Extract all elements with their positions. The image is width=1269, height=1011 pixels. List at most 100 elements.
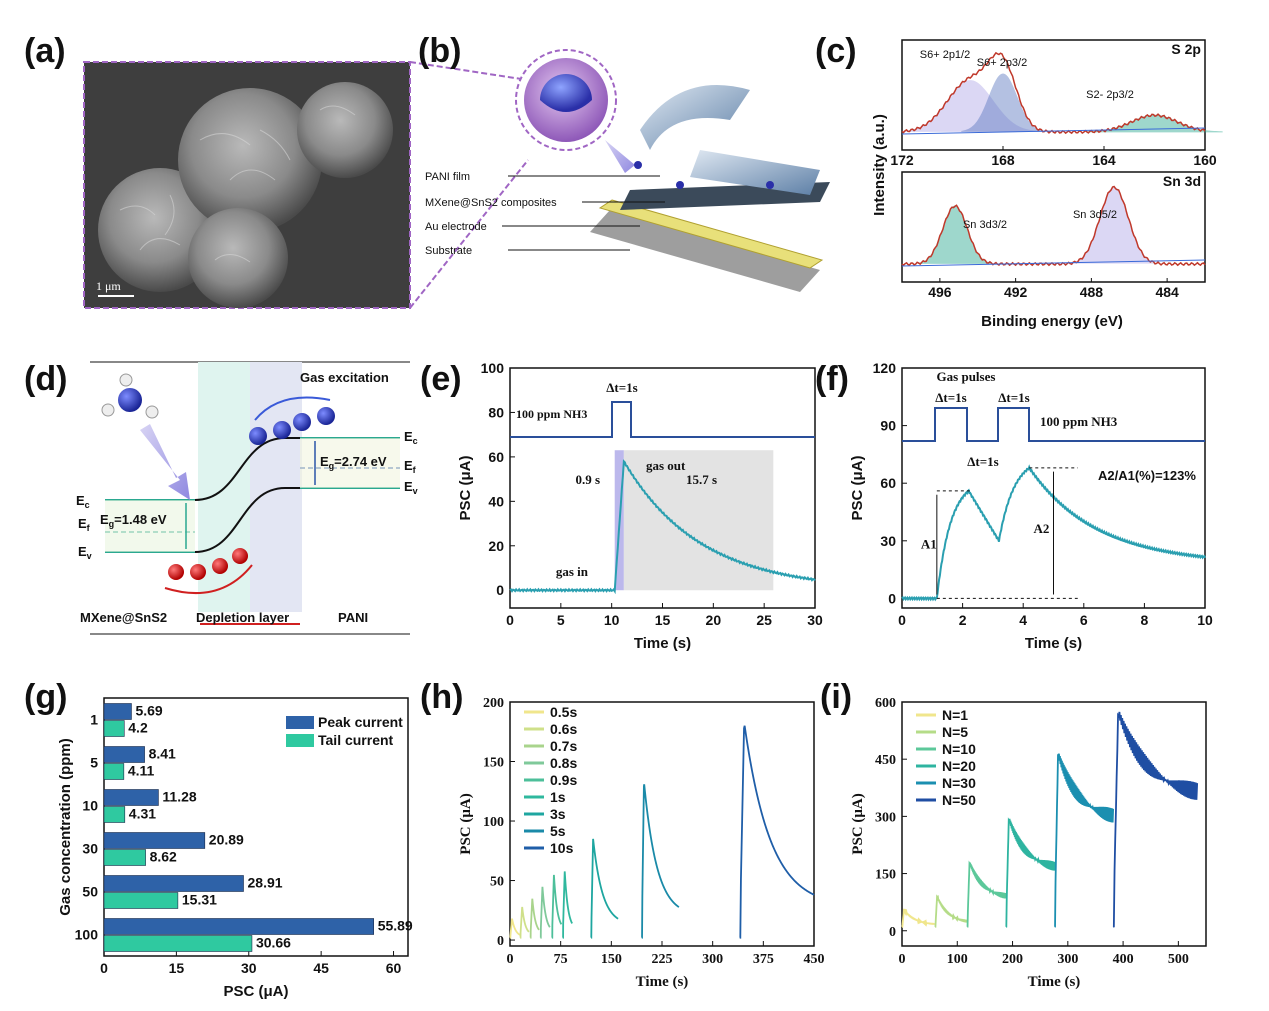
x-tick-label: 200 [1002,952,1023,967]
legend-label: N=5 [942,724,968,740]
envelope-line [901,51,1206,135]
response-trace [934,894,969,928]
y-tick-label: 30 [82,841,98,857]
electrons [249,407,335,445]
y-tick-label: 60 [880,475,896,491]
x-tick-label: 20 [706,612,722,628]
plot-frame [901,39,1206,151]
legend-label: 0.8s [550,755,577,771]
bar-value-label: 55.89 [378,918,413,934]
legend-label: N=20 [942,758,976,774]
panel-g-label: (g) [24,678,67,716]
baseline [901,259,1206,267]
band-gap-right: 2.74 eV [342,454,387,469]
fit-peak [901,80,1039,132]
x-axis-label: Time (s) [1028,974,1081,990]
panel-e-label: (e) [420,360,462,398]
au-electrode-layer [598,199,824,269]
plot-frame [901,701,1207,947]
nh3-molecule [101,373,159,419]
y-tick-label: 0 [497,934,504,949]
y-axis-label: PSC (μA) [850,793,866,854]
response-trace [641,784,680,939]
y-tick-label: 50 [82,884,98,900]
amplitude-ratio-label: A2/A1(%)=123% [1098,468,1196,483]
x-tick-label: 60 [386,960,402,976]
legend-label: 0.9s [550,772,577,788]
y-axis-label: Intensity (a.u.) [871,114,888,216]
peak-label: Sn 3d3/2 [963,219,1007,231]
response-trace [509,918,521,939]
x-tick-label: 0 [100,960,108,976]
gas-concentration-label: 100 ppm NH3 [516,407,587,421]
x-tick-label: 0 [507,952,514,967]
chart-g: 0 15 30 45 60 1 5.694.2 5 8.414.11 10 11.28 4.31 30 2… [57,697,413,1000]
bar-value-label: 4.11 [128,763,155,779]
y-tick-label: 30 [880,533,896,549]
x-tick-label: 300 [702,952,723,967]
bar-value-label: 4.31 [129,806,156,822]
right-material-label: PANI [338,610,368,625]
zoom-line-top [409,61,529,81]
bar [103,789,159,806]
x-axis-label: Time (s) [634,635,691,652]
svg-text:Eg=2.74 eV: Eg=2.74 eV [320,454,387,471]
fit-peak [1071,186,1157,264]
band-diagram: Ec Ef Ev Eg=1.48 eV Eg=2.74 eV Ec Ef Ev … [76,361,418,635]
x-tick-label: 25 [756,612,772,628]
legend-swatch [286,734,314,747]
x-tick-label: 484 [1155,284,1179,300]
y-tick-label: 0 [889,925,896,940]
x-tick-label: 0 [899,952,906,967]
substrate-layer [590,210,820,292]
y-tick-label: 1 [90,712,98,728]
response-trace [1112,711,1199,928]
panel-a-label: (a) [24,32,66,70]
y-tick-label: 100 [481,360,505,376]
x-axis-label: Time (s) [1025,635,1082,652]
x-tick-label: 0 [898,612,906,628]
fit-peak [918,205,993,264]
x-axis-label: Time (s) [636,974,689,990]
gap-width-label: Δt=1s [967,454,998,469]
spectrum-title: Sn 3d [1163,173,1201,189]
legend-label: 3s [550,806,566,822]
x-axis-label: Binding energy (eV) [981,313,1123,330]
rise-time-label: 0.9 s [575,472,600,487]
x-tick-label: 375 [753,952,774,967]
x-tick-label: 300 [1057,952,1078,967]
x-tick-label: 4 [1019,612,1027,628]
panel-d-label: (d) [24,360,67,398]
svg-text:Ec: Ec [76,493,90,510]
chart-c: S 2p 172 168 164 160 S6+ 2p1/2 S6+ 2p3/2 S2- 2p… [871,39,1223,330]
y-axis-label: Gas concentration (ppm) [57,738,74,916]
holes [168,548,248,580]
x-tick-label: 5 [557,612,565,628]
legend-label: Tail current [318,732,394,748]
x-tick-label: 30 [807,612,823,628]
gas-arrow [140,424,190,500]
bar [103,832,206,849]
x-tick-label: 400 [1113,952,1134,967]
sem-particle [297,82,393,178]
x-tick-label: 164 [1092,152,1116,168]
bar-value-label: 4.2 [128,720,148,736]
x-tick-label: 10 [1197,612,1213,628]
y-axis-label: PSC (μA) [458,793,474,854]
y-tick-label: 200 [483,696,504,711]
bar [103,849,146,866]
y-axis-label: PSC (μA) [457,455,474,520]
plot-frame [901,367,1206,609]
panel-h-label: (h) [420,678,463,716]
legend-label: N=1 [942,707,968,723]
x-tick-label: 500 [1168,952,1189,967]
chart-e: 0 5 10 15 20 25 30 0 20 40 60 80 100 Time (s) PSC (μA)… [457,360,823,652]
gas-pulses-title: Gas pulses [937,369,996,384]
panel-i-label: (i) [820,678,852,716]
x-tick-label: 8 [1141,612,1149,628]
bar [103,763,125,780]
sem-particle [178,88,322,232]
recovery-time-label: 15.7 s [686,472,717,487]
y-tick-label: 600 [875,696,896,711]
